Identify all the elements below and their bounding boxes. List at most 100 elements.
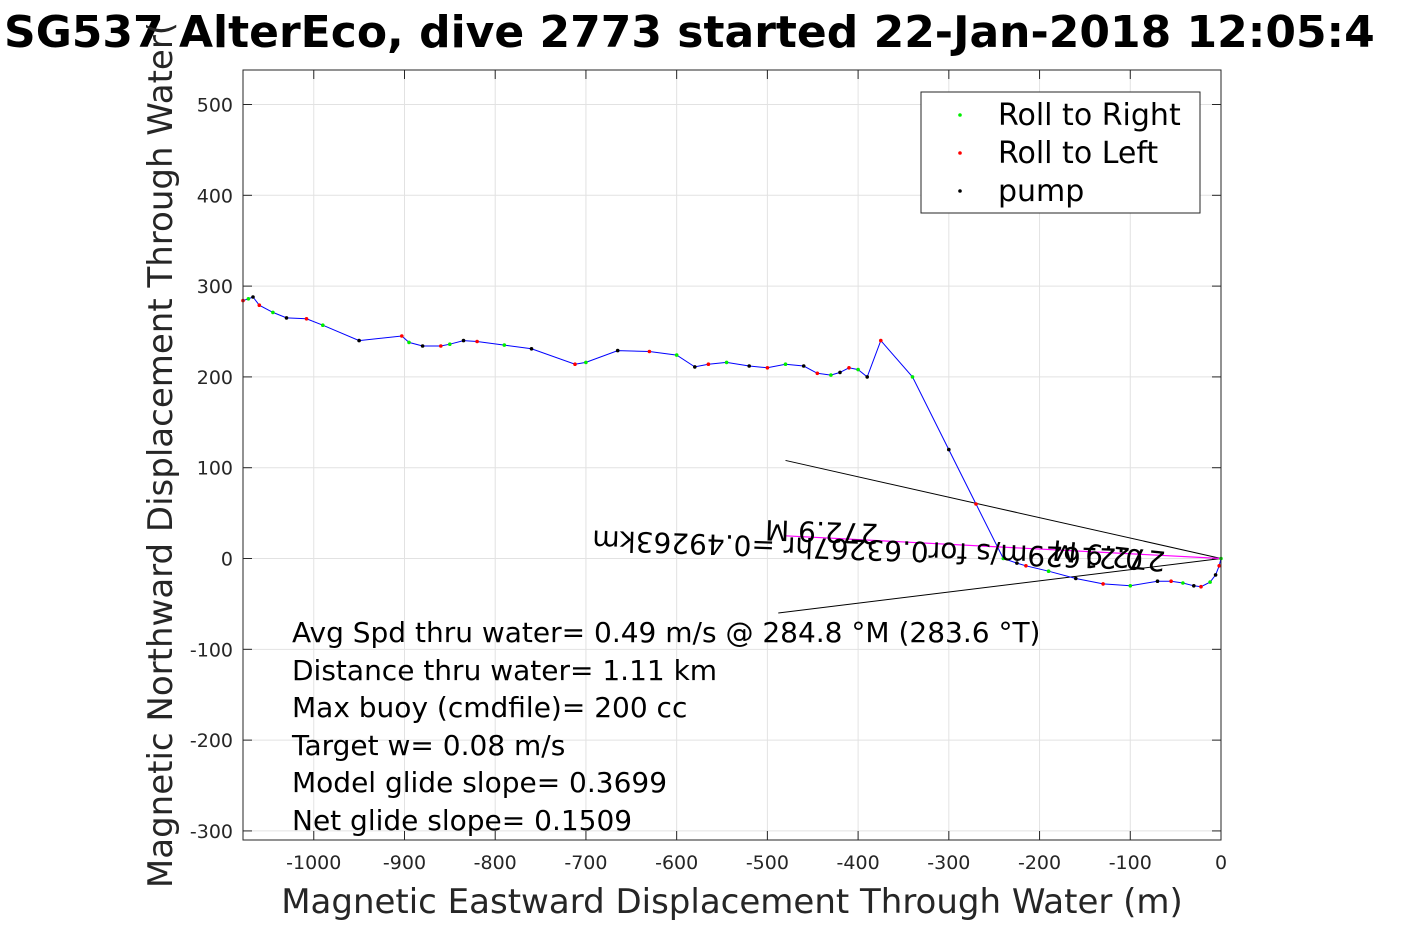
x-tick-label: -100 [1109, 852, 1152, 874]
axis-ticks: -1000 -900 -800 -700 -600 -500 -400 -300 -200 -10… [190, 70, 1227, 874]
legend-marker-roll-left [958, 151, 962, 155]
legend-label-pump: pump [998, 174, 1084, 209]
y-tick-label: -300 [190, 821, 233, 843]
marker-pump [747, 364, 751, 368]
marker-pump [693, 365, 697, 369]
marker-roll-right [910, 375, 915, 379]
y-axis-label: Magnetic Northward Displacement Through … [141, 22, 181, 888]
x-tick-label: -300 [927, 852, 970, 874]
marker-roll-right [321, 323, 325, 328]
legend-box [920, 91, 1201, 214]
x-tick-label: -600 [655, 852, 698, 874]
marker-pump [1155, 579, 1160, 583]
marker-roll-left [1199, 584, 1203, 589]
marker-roll-right [448, 342, 452, 347]
wedge-line [778, 558, 1222, 614]
marker-pump [284, 316, 289, 320]
marker-roll-left [257, 303, 262, 308]
y-tick-label: -200 [190, 730, 233, 752]
marker-pump [420, 344, 425, 348]
marker-pump [947, 447, 951, 452]
legend-label-roll-right: Roll to Right [998, 98, 1181, 133]
marker-roll-right [856, 367, 860, 372]
marker-roll-right [1208, 580, 1212, 584]
wedge-line [785, 459, 1222, 560]
marker-roll-left [765, 366, 770, 370]
x-tick-label: -700 [564, 852, 607, 874]
marker-roll-left [475, 339, 479, 344]
marker-pump [1015, 561, 1019, 565]
annotation-block: Avg Spd thru water= 0.49 m/s @ 284.8 °M … [291, 616, 1040, 837]
marker-pump [461, 338, 466, 343]
plot-frame [242, 69, 1222, 841]
plot-contents [241, 295, 1223, 614]
heading-line [785, 535, 1222, 560]
marker-roll-right [1128, 584, 1133, 588]
marker-roll-left [847, 366, 851, 370]
y-tick-label: 0 [221, 549, 233, 571]
x-tick-label: -800 [474, 852, 517, 874]
marker-roll-right [502, 343, 507, 347]
x-tick-label: -500 [746, 852, 789, 874]
marker-roll-right [407, 340, 411, 345]
marker-roll-right [829, 373, 833, 377]
marker-roll-right [584, 360, 588, 365]
annotation-net-glide-slope: Net glide slope= 0.1509 [292, 804, 632, 837]
marker-pump [801, 364, 806, 368]
marker-roll-left [1217, 564, 1221, 568]
marker-roll-left [573, 362, 577, 367]
marker-pump [357, 338, 361, 343]
y-tick-label: -100 [190, 639, 233, 661]
x-tick-label: 0 [1215, 852, 1227, 874]
x-tick-label: -400 [837, 852, 880, 874]
chart-title: SG537 AlterEco, dive 2773 started 22-Jan… [4, 7, 1375, 58]
marker-roll-left [974, 502, 978, 506]
mirrored-label-heading-lower: 272.9 M [765, 513, 879, 550]
marker-roll-right [674, 353, 679, 357]
x-tick-label: -1000 [286, 852, 341, 874]
annotation-target-w: Target w= 0.08 m/s [291, 729, 565, 762]
annotation-max-buoy: Max buoy (cmdfile)= 200 cc [292, 691, 687, 724]
marker-roll-left [304, 317, 309, 321]
annotation-distance: Distance thru water= 1.11 km [292, 654, 717, 687]
marker-roll-left [815, 371, 820, 376]
annotation-avg-speed: Avg Spd thru water= 0.49 m/s @ 284.8 °M … [292, 616, 1040, 649]
x-tick-label: -200 [1018, 852, 1061, 874]
y-tick-label: 500 [197, 95, 233, 117]
marker-roll-right [724, 360, 729, 365]
marker-pump [251, 295, 255, 299]
marker-roll-left [706, 362, 711, 367]
marker-roll-right [246, 297, 251, 301]
marker-roll-left [879, 338, 883, 343]
y-tick-label: 200 [197, 367, 233, 389]
legend-marker-pump [958, 189, 962, 193]
annotation-model-glide-slope: Model glide slope= 0.3699 [292, 766, 667, 799]
marker-pump [1074, 576, 1078, 581]
y-tick-label: 400 [197, 185, 233, 207]
marker-roll-right [1001, 556, 1006, 561]
marker-pump [1213, 573, 1218, 577]
marker-pump [838, 370, 842, 375]
y-tick-label: 100 [197, 458, 233, 480]
x-axis-label: Magnetic Eastward Displacement Through W… [281, 882, 1183, 922]
legend: Roll to Right Roll to Left pump [920, 91, 1201, 214]
legend-marker-roll-right [958, 113, 962, 117]
marker-pump [1192, 584, 1196, 588]
marker-roll-right [271, 310, 275, 315]
y-tick-label: 300 [197, 276, 233, 298]
marker-roll-left [1024, 564, 1028, 568]
marker-roll-right [783, 362, 788, 367]
marker-pump [529, 347, 534, 351]
marker-roll-right [1046, 569, 1051, 573]
marker-pump [615, 348, 620, 353]
marker-pump [865, 375, 869, 379]
marker-roll-right [1181, 581, 1185, 585]
legend-label-roll-left: Roll to Left [998, 136, 1158, 171]
marker-roll-left [647, 349, 652, 354]
marker-roll-left [1101, 582, 1105, 586]
marker-roll-left [439, 344, 443, 348]
marker-roll-left [1169, 579, 1173, 583]
x-tick-label: -900 [383, 852, 426, 874]
marker-roll-left [400, 334, 404, 338]
